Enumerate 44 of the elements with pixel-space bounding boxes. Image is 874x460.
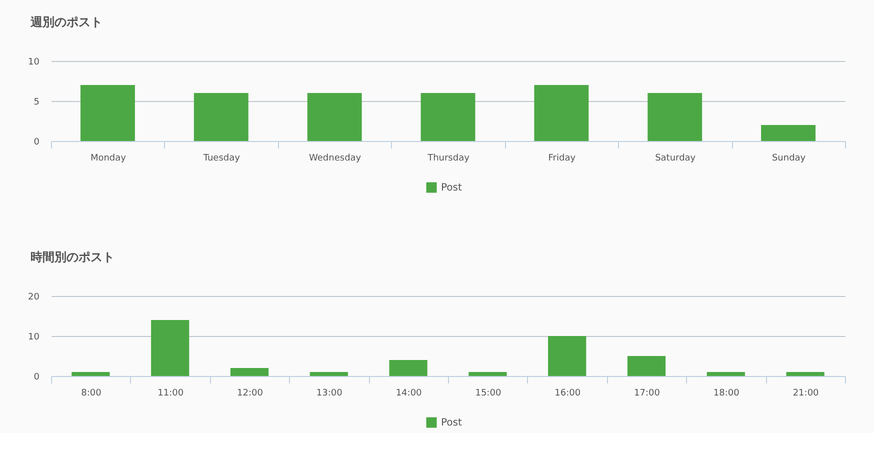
bar — [230, 368, 269, 376]
x-tick-label: 12:00 — [237, 388, 264, 398]
chart-title: 週別のポスト — [30, 15, 103, 29]
x-tick-label: 14:00 — [396, 388, 422, 398]
bar — [468, 372, 507, 376]
y-tick-label: 0 — [34, 372, 40, 382]
x-tick-label: Monday — [90, 154, 127, 164]
bar — [80, 85, 135, 141]
x-tick-label: 21:00 — [792, 388, 820, 398]
bar — [627, 356, 666, 376]
y-tick-label: 10 — [28, 332, 40, 342]
x-tick-label: Thursday — [426, 154, 470, 164]
x-tick-label: 15:00 — [475, 388, 502, 398]
x-tick-label: Sunday — [772, 154, 806, 164]
x-tick-label: Saturday — [655, 154, 696, 164]
bar — [307, 93, 362, 141]
bar — [548, 336, 586, 376]
x-tick-label: 18:00 — [713, 388, 740, 398]
legend-label: Post — [441, 182, 462, 194]
bar — [389, 360, 428, 376]
x-tick-label: Wednesday — [309, 154, 362, 164]
y-tick-label: 5 — [34, 98, 40, 108]
x-tick-label: 8:00 — [81, 388, 102, 398]
bar — [534, 85, 589, 141]
bar — [786, 372, 824, 376]
bar — [761, 125, 816, 141]
bar — [151, 320, 190, 376]
bar — [420, 93, 476, 141]
y-tick-label: 0 — [34, 138, 40, 148]
x-tick-label: 11:00 — [158, 388, 184, 398]
x-tick-label: 17:00 — [634, 388, 660, 398]
x-tick-label: 13:00 — [316, 388, 343, 398]
bar — [706, 372, 745, 376]
x-tick-label: Tuesday — [202, 154, 241, 164]
y-tick-label: 10 — [28, 58, 40, 68]
chart-title: 時間別のポスト — [30, 250, 115, 264]
y-tick-label: 20 — [28, 292, 40, 302]
x-tick-label: Friday — [548, 154, 576, 164]
bar — [72, 372, 110, 376]
bar — [194, 93, 248, 141]
legend-label: Post — [441, 418, 462, 428]
x-tick-label: 16:00 — [554, 388, 581, 398]
bar — [648, 93, 702, 141]
bar — [310, 372, 348, 376]
